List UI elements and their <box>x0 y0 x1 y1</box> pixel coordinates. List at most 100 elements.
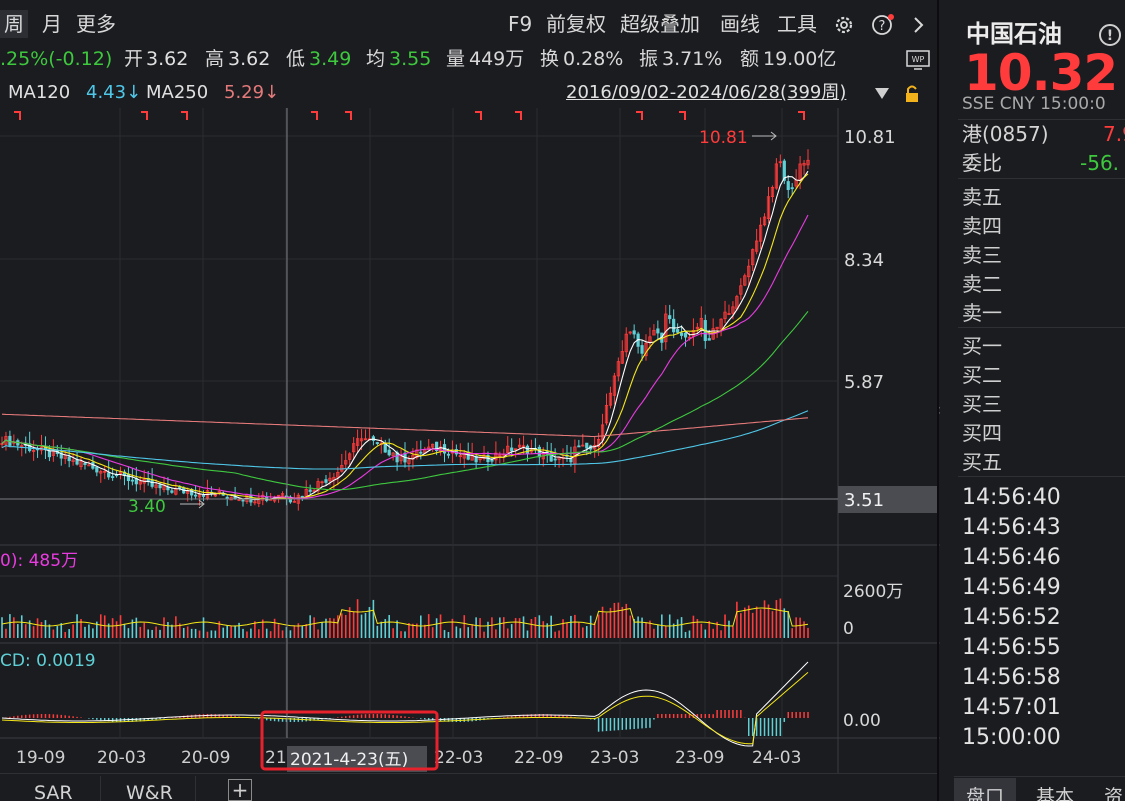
candle-body <box>344 460 348 465</box>
tab-sar[interactable]: SAR <box>34 782 73 801</box>
candle-body <box>375 442 379 444</box>
candle-body <box>103 470 107 473</box>
kline-chart[interactable]: 10.81 3.40 10.81 8.34 5.87 3.51 0): 485万 2600万 0… <box>0 108 940 773</box>
candle-body <box>632 330 636 335</box>
tab-wr[interactable]: W&R <box>126 782 173 801</box>
max-price-label: 10.81 <box>699 128 748 148</box>
candle-body <box>170 490 174 493</box>
overlay-button[interactable]: 超级叠加 <box>620 12 700 36</box>
candle-body <box>517 444 522 448</box>
x-axis-tick: 20-03 <box>97 748 146 768</box>
ma5-line <box>1 170 809 501</box>
candle-body <box>644 342 648 357</box>
high-label: 高 <box>205 48 225 70</box>
chart-toolbar: 周月更多 F9 前复权 超级叠加 画线 工具 ? <box>0 0 940 44</box>
indicator-tabs: SAR W&R + <box>0 773 937 801</box>
candle-body <box>292 500 296 503</box>
volume-tick: 2600万 <box>843 582 903 602</box>
low-value: 3.49 <box>309 48 352 70</box>
candle-body <box>687 336 692 339</box>
quote-panel: 中国石油 ! 10.32 SSE CNY 15:00:0 港(0857) 7.9… <box>940 0 1125 801</box>
add-indicator-button[interactable]: + <box>228 779 252 801</box>
tab-capital[interactable]: 资 <box>1104 786 1124 801</box>
exchange-meta: SSE CNY 15:00:0 <box>962 94 1106 114</box>
candle-body <box>300 495 304 498</box>
candle-body <box>747 265 751 278</box>
bid-level-label: 买三 <box>962 392 1002 416</box>
highlight-box <box>260 710 439 771</box>
f9-button[interactable]: F9 <box>508 12 533 36</box>
tab-more[interactable]: 更多 <box>76 12 116 36</box>
draw-button[interactable]: 画线 <box>720 12 760 36</box>
x-axis-tick: 23-09 <box>675 748 724 768</box>
candle-body <box>751 249 755 266</box>
candle-body <box>731 306 735 314</box>
event-marker <box>311 111 318 120</box>
lock-icon[interactable] <box>903 84 921 104</box>
candle-body <box>656 328 660 334</box>
candle-body <box>577 445 581 448</box>
help-icon[interactable]: ? <box>871 14 895 36</box>
tab-orderbook[interactable]: 盘口 <box>954 778 1017 801</box>
crosshair-price-box <box>838 486 937 513</box>
candle-body <box>435 441 439 451</box>
ask-level-label: 卖三 <box>962 243 1002 267</box>
gear-icon[interactable] <box>833 14 855 36</box>
open-label: 开 <box>124 48 144 70</box>
info-icon[interactable]: ! <box>1097 22 1123 48</box>
candle-body <box>774 163 778 189</box>
date-range[interactable]: 2016/09/02-2024/06/28(399周) <box>566 82 847 103</box>
low-label: 低 <box>286 48 306 70</box>
adjust-button[interactable]: 前复权 <box>546 12 606 36</box>
x-axis-tick: 20-09 <box>181 748 230 768</box>
tick-time: 15:00:00 <box>962 725 1061 750</box>
tab-basic[interactable]: 基本 <box>1036 786 1075 801</box>
ma60-line <box>1 311 809 491</box>
candle-body <box>186 490 190 494</box>
ask-level-label: 卖一 <box>962 301 1002 325</box>
candle-body <box>201 494 206 497</box>
candle-body <box>482 454 486 459</box>
candle-body <box>608 392 613 406</box>
candle-body <box>506 445 510 454</box>
x-axis-tick: 22-09 <box>514 748 563 768</box>
candle-body <box>739 285 743 295</box>
x-axis-tick: 23-03 <box>590 748 639 768</box>
tools-button[interactable]: 工具 <box>777 12 817 36</box>
candle-body <box>624 333 628 353</box>
turnover-label: 换 <box>540 48 560 70</box>
candle-body <box>620 351 624 364</box>
x-axis-tick: 24-03 <box>752 748 801 768</box>
wp-icon[interactable]: WP <box>906 48 930 72</box>
price-tick: 8.34 <box>844 250 884 271</box>
candle-body <box>762 216 767 226</box>
ma120-value: 4.43↓ <box>86 82 142 103</box>
dropdown-icon[interactable] <box>873 84 891 102</box>
avg-label: 均 <box>366 48 386 70</box>
svg-text:?: ? <box>879 19 886 34</box>
ma250-line <box>1 413 809 438</box>
candle-body <box>778 161 782 164</box>
candle-body <box>616 361 620 377</box>
candle-body <box>679 332 684 336</box>
tab-week[interactable]: 周 <box>0 10 28 38</box>
crosshair-price: 3.51 <box>844 490 884 511</box>
tab-month[interactable]: 月 <box>42 12 62 36</box>
candle-body <box>336 471 340 478</box>
volume-tick: 0 <box>843 619 854 639</box>
candle-body <box>20 445 24 448</box>
volume-ma-line <box>1 607 809 627</box>
candle-body <box>648 336 652 343</box>
tick-time: 14:56:49 <box>962 575 1061 600</box>
crosshair-date: 2021-4-23(五) <box>290 750 408 770</box>
candle-body <box>95 466 99 473</box>
event-marker <box>515 111 522 120</box>
candle-body <box>79 461 83 468</box>
open-value: 3.62 <box>146 48 189 70</box>
candle-body <box>178 486 182 489</box>
candle-body <box>549 452 553 462</box>
divider <box>958 476 1125 477</box>
chevron-right-icon[interactable] <box>908 14 928 36</box>
panel-tabs: 盘口 基本 资 <box>954 778 1125 801</box>
candle-body <box>324 479 328 483</box>
